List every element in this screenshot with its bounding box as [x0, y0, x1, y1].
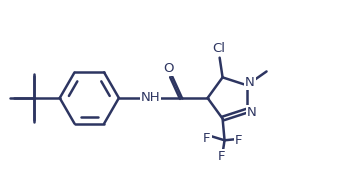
Text: F: F	[235, 134, 242, 147]
Text: NH: NH	[141, 91, 160, 105]
Text: F: F	[203, 132, 211, 145]
Text: O: O	[163, 62, 174, 75]
Text: Cl: Cl	[212, 42, 225, 55]
Text: F: F	[218, 150, 225, 163]
Text: N: N	[245, 76, 255, 89]
Text: N: N	[247, 106, 257, 119]
